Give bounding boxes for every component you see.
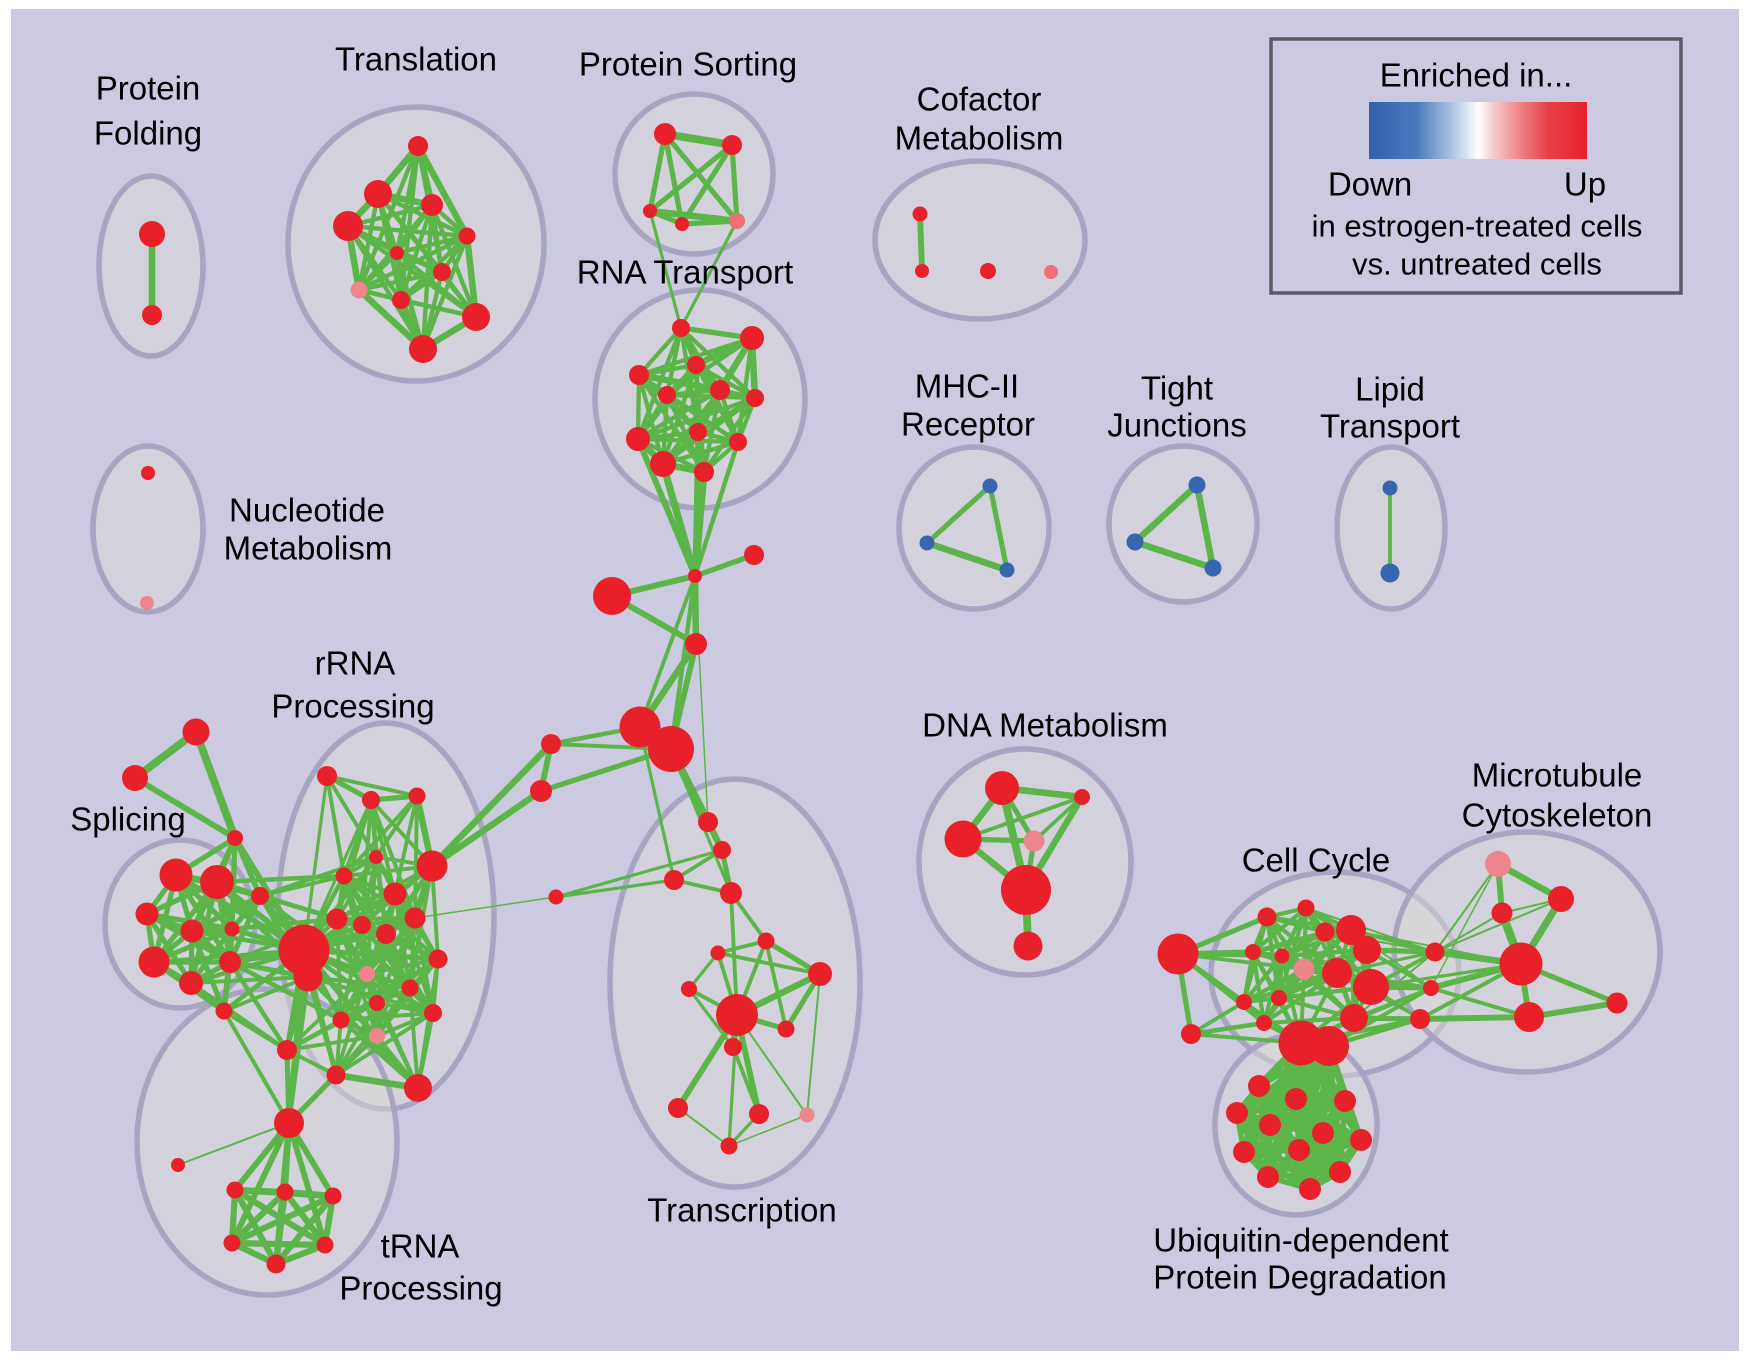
svg-text:Receptor: Receptor — [901, 406, 1035, 443]
svg-text:tRNA: tRNA — [381, 1228, 460, 1265]
svg-text:Processing: Processing — [339, 1270, 502, 1307]
svg-text:Ubiquitin-dependent: Ubiquitin-dependent — [1153, 1222, 1448, 1259]
svg-text:Junctions: Junctions — [1107, 407, 1246, 444]
svg-text:RNA Transport: RNA Transport — [577, 254, 793, 291]
svg-text:Processing: Processing — [271, 688, 434, 725]
svg-text:vs. untreated cells: vs. untreated cells — [1352, 247, 1602, 282]
svg-text:Cofactor: Cofactor — [917, 81, 1042, 118]
svg-text:Up: Up — [1564, 166, 1606, 203]
svg-text:Protein: Protein — [96, 70, 201, 107]
svg-text:MHC-II: MHC-II — [915, 368, 1019, 405]
svg-text:Protein Sorting: Protein Sorting — [579, 46, 797, 83]
svg-text:Enriched in...: Enriched in... — [1380, 57, 1573, 94]
svg-text:Cytoskeleton: Cytoskeleton — [1462, 797, 1653, 834]
svg-text:DNA Metabolism: DNA Metabolism — [922, 707, 1168, 744]
svg-text:Metabolism: Metabolism — [224, 530, 393, 567]
svg-text:Splicing: Splicing — [70, 801, 186, 838]
svg-text:in estrogen-treated cells: in estrogen-treated cells — [1312, 209, 1643, 244]
svg-text:Down: Down — [1328, 166, 1412, 203]
svg-text:Cell Cycle: Cell Cycle — [1242, 842, 1391, 879]
svg-text:Lipid: Lipid — [1355, 371, 1425, 408]
svg-text:Tight: Tight — [1141, 370, 1213, 407]
svg-text:Protein Degradation: Protein Degradation — [1153, 1259, 1447, 1296]
svg-text:rRNA: rRNA — [315, 645, 396, 682]
svg-text:Microtubule: Microtubule — [1472, 757, 1643, 794]
svg-text:Transcription: Transcription — [647, 1192, 837, 1229]
svg-text:Metabolism: Metabolism — [895, 120, 1064, 157]
svg-text:Translation: Translation — [335, 41, 497, 78]
svg-text:Transport: Transport — [1320, 408, 1460, 445]
svg-text:Folding: Folding — [94, 115, 202, 152]
svg-text:Nucleotide: Nucleotide — [229, 492, 385, 529]
